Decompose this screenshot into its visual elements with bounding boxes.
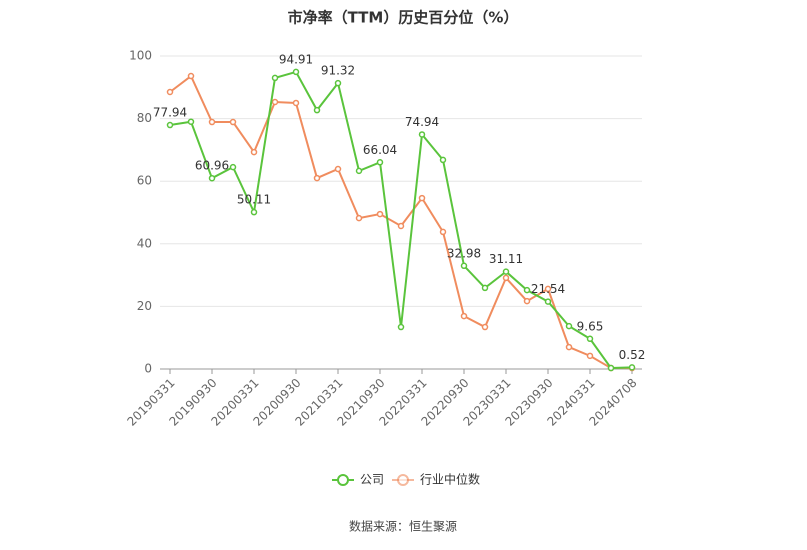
data-point xyxy=(586,352,594,360)
data-label: 66.04 xyxy=(363,143,397,157)
data-point xyxy=(208,174,216,182)
data-point xyxy=(355,167,363,175)
data-point xyxy=(376,210,384,218)
data-label: 77.94 xyxy=(153,106,187,120)
data-point xyxy=(376,159,384,166)
y-tick-label: 100 xyxy=(129,49,152,63)
data-label: 32.98 xyxy=(447,246,481,260)
data-point xyxy=(397,222,405,230)
data-point xyxy=(418,131,426,138)
data-point xyxy=(334,79,342,87)
data-point xyxy=(481,323,489,331)
data-label: 91.32 xyxy=(321,64,355,78)
data-point xyxy=(523,297,531,305)
series-line xyxy=(169,70,633,370)
y-tick-label: 40 xyxy=(137,236,152,250)
data-point xyxy=(439,228,447,236)
data-point xyxy=(250,148,258,156)
data-point xyxy=(586,335,594,343)
data-label: 50.11 xyxy=(237,193,271,207)
data-point xyxy=(418,194,426,202)
data-point xyxy=(250,208,258,216)
data-point xyxy=(439,156,447,164)
data-label: 9.65 xyxy=(577,319,604,333)
data-label: 94.91 xyxy=(279,52,313,66)
data-point xyxy=(229,118,237,126)
data-point xyxy=(313,106,321,114)
data-point xyxy=(502,274,510,282)
y-tick-label: 80 xyxy=(137,111,152,125)
data-point xyxy=(208,118,216,126)
data-point xyxy=(502,268,510,275)
data-point xyxy=(166,88,174,96)
legend-label: 公司 xyxy=(360,473,384,487)
legend-label: 行业中位数 xyxy=(420,472,480,487)
data-point xyxy=(292,68,300,76)
data-point xyxy=(292,99,300,107)
data-label: 21.54 xyxy=(531,282,565,296)
data-point xyxy=(397,323,405,331)
data-point xyxy=(313,174,321,182)
data-point xyxy=(229,163,237,171)
data-label: 0.52 xyxy=(619,348,646,362)
data-point xyxy=(565,322,573,330)
data-label: 60.96 xyxy=(195,159,229,173)
data-label: 74.94 xyxy=(405,115,439,129)
data-point xyxy=(460,312,468,320)
legend-marker xyxy=(337,474,349,486)
source: 数据来源：恒生聚源 xyxy=(349,519,457,534)
data-point xyxy=(523,286,531,294)
y-tick-label: 0 xyxy=(144,362,152,376)
data-point xyxy=(271,74,279,82)
data-point xyxy=(187,118,195,125)
data-point xyxy=(355,214,363,222)
data-point xyxy=(187,72,195,80)
data-point xyxy=(628,364,636,371)
data-label: 31.11 xyxy=(489,252,523,266)
data-point xyxy=(544,298,552,305)
data-point xyxy=(565,343,573,351)
data-point xyxy=(607,364,615,372)
y-tick-label: 20 xyxy=(137,299,152,313)
data-point xyxy=(544,285,552,293)
y-tick-label: 60 xyxy=(137,174,152,188)
data-point xyxy=(460,262,468,270)
data-point xyxy=(166,121,174,129)
legend-marker xyxy=(397,474,409,486)
data-point xyxy=(481,284,489,292)
data-point xyxy=(271,98,279,106)
data-point xyxy=(334,165,342,173)
chart-title: 市净率（TTM）历史百分位（%） xyxy=(288,9,519,27)
